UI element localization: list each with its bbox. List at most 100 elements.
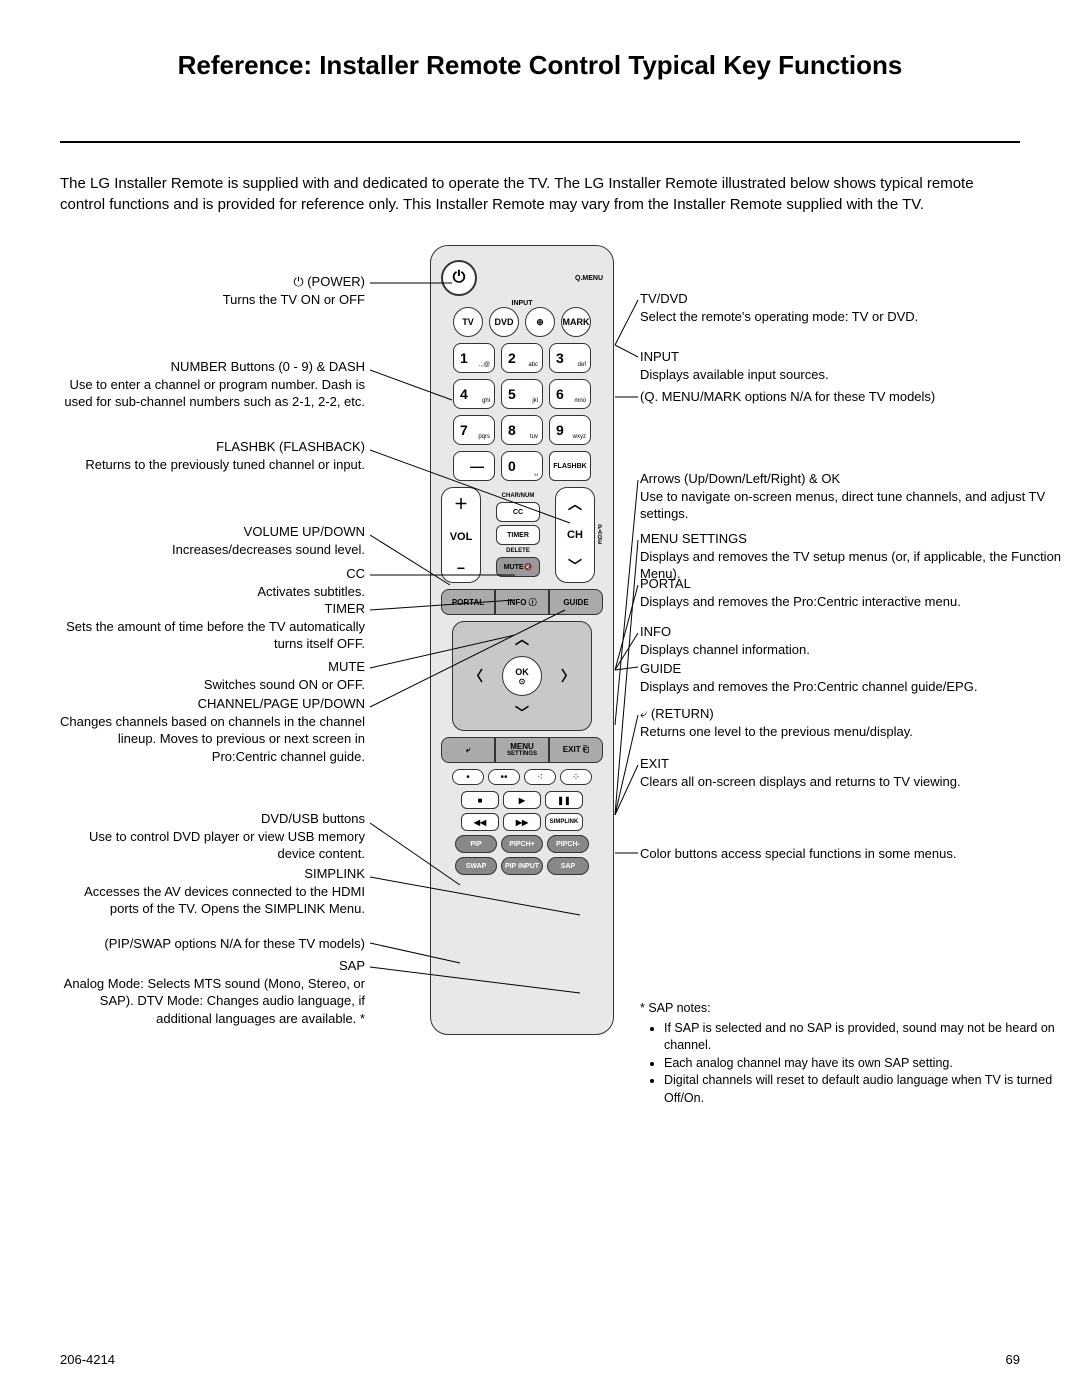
left-callout-9-body: Accesses the AV devices connected to the…	[60, 883, 365, 918]
ok-button[interactable]: OK⊙	[502, 656, 542, 696]
num-7[interactable]: 7pqrs	[453, 415, 495, 445]
mark-button[interactable]: MARK	[561, 307, 591, 337]
num-9[interactable]: 9wxyz	[549, 415, 591, 445]
left-callout-6-head: MUTE	[60, 658, 365, 676]
title-rule	[60, 141, 1020, 143]
sap-button[interactable]: SAP	[547, 857, 589, 875]
sap-note-0: If SAP is selected and no SAP is provide…	[664, 1020, 1080, 1055]
play-button[interactable]: ▶	[503, 791, 541, 809]
dash-button[interactable]: —	[453, 451, 495, 481]
exit-button[interactable]: EXIT ⎗	[549, 737, 603, 763]
remote-outline: ⏻ Q.MENU INPUT TV DVD ⊕ MARK 1.,;@2abc3d…	[430, 245, 614, 1035]
left-callout-9-head: SIMPLINK	[60, 865, 365, 883]
portal-button[interactable]: PORTAL	[441, 589, 495, 615]
right-callout-3-body: Use to navigate on-screen menus, direct …	[640, 488, 1080, 523]
stop-button[interactable]: ■	[461, 791, 499, 809]
power-icon: ⏻	[453, 269, 466, 287]
mute-button[interactable]: MUTE🔇	[496, 557, 540, 577]
right-callout-0-body: Select the remote's operating mode: TV o…	[640, 308, 1080, 326]
left-callout-6: MUTESwitches sound ON or OFF.	[60, 658, 365, 693]
right-callout-1-body: Displays available input sources.	[640, 366, 1080, 384]
simplink-button[interactable]: SIMPLINK	[545, 813, 583, 831]
ch-down-icon: ﹀	[568, 556, 582, 576]
left-callout-5-head: TIMER	[60, 600, 365, 618]
swap-button[interactable]: SWAP	[455, 857, 497, 875]
arrow-up-icon: ︿	[515, 629, 529, 649]
num-8[interactable]: 8tuv	[501, 415, 543, 445]
sap-note-2: Digital channels will reset to default a…	[664, 1072, 1080, 1107]
pipchplus-button[interactable]: PIPCH+	[501, 835, 543, 853]
left-callout-0-head: ⏻ (POWER)	[60, 273, 365, 291]
input-row-label: INPUT	[441, 300, 603, 307]
right-callout-8: ⤶ (RETURN)Returns one level to the previ…	[640, 705, 1080, 740]
power-button[interactable]: ⏻	[441, 260, 477, 296]
right-callout-9-body: Clears all on-screen displays and return…	[640, 773, 1080, 791]
yellow-button[interactable]: ⁖	[524, 769, 556, 785]
left-callout-7: CHANNEL/PAGE UP/DOWNChanges channels bas…	[60, 695, 365, 765]
input-button[interactable]: ⊕	[525, 307, 555, 337]
num-4[interactable]: 4ghi	[453, 379, 495, 409]
left-callout-3-body: Increases/decreases sound level.	[60, 541, 365, 559]
red-button[interactable]: •	[452, 769, 484, 785]
right-callout-9-head: EXIT	[640, 755, 1080, 773]
left-callout-10: (PIP/SWAP options N/A for these TV model…	[60, 935, 365, 953]
pipinput-button[interactable]: PIP INPUT	[501, 857, 543, 875]
charnum-label: CHAR/NUM	[502, 493, 535, 499]
dvd-button[interactable]: DVD	[489, 307, 519, 337]
volume-rocker[interactable]: ＋ VOL −	[441, 487, 481, 583]
return-button[interactable]: ⤶	[441, 737, 495, 763]
channel-rocker[interactable]: ︿ CH ﹀	[555, 487, 595, 583]
right-callout-9: EXITClears all on-screen displays and re…	[640, 755, 1080, 790]
right-callout-10-body: Color buttons access special functions i…	[640, 845, 1080, 863]
right-callout-7: GUIDEDisplays and removes the Pro:Centri…	[640, 660, 1080, 695]
left-callout-11: SAPAnalog Mode: Selects MTS sound (Mono,…	[60, 957, 365, 1027]
right-callout-3: Arrows (Up/Down/Left/Right) & OKUse to n…	[640, 470, 1080, 523]
num-1[interactable]: 1.,;@	[453, 343, 495, 373]
pipchminus-button[interactable]: PIPCH-	[547, 835, 589, 853]
left-callout-1: NUMBER Buttons (0 - 9) & DASHUse to ente…	[60, 358, 365, 411]
remote-diagram: ⏻ Q.MENU INPUT TV DVD ⊕ MARK 1.,;@2abc3d…	[60, 245, 1020, 1095]
left-callout-7-body: Changes channels based on channels in th…	[60, 713, 365, 766]
right-callout-0: TV/DVDSelect the remote's operating mode…	[640, 290, 1080, 325]
right-callout-5-body: Displays and removes the Pro:Centric int…	[640, 593, 1080, 611]
info-button[interactable]: INFO ⓘ	[495, 589, 549, 615]
left-callout-10-body: (PIP/SWAP options N/A for these TV model…	[60, 935, 365, 953]
right-callout-8-body: Returns one level to the previous menu/d…	[640, 723, 1080, 741]
timer-button[interactable]: TIMER	[496, 525, 540, 545]
blue-button[interactable]: ⁘	[560, 769, 592, 785]
num-6[interactable]: 6mno	[549, 379, 591, 409]
cc-button[interactable]: CC	[496, 502, 540, 522]
num-5[interactable]: 5jkl	[501, 379, 543, 409]
guide-button[interactable]: GUIDE	[549, 589, 603, 615]
vol-down-icon: −	[457, 560, 465, 576]
left-callout-2: FLASHBK (FLASHBACK)Returns to the previo…	[60, 438, 365, 473]
tv-button[interactable]: TV	[453, 307, 483, 337]
nav-pad[interactable]: ︿ 〈 OK⊙ 〉 ﹀	[452, 621, 592, 731]
sap-notes: * SAP notes: If SAP is selected and no S…	[640, 1000, 1080, 1107]
num-0[interactable]: 0␣	[501, 451, 543, 481]
page-label: PAGE	[597, 525, 603, 545]
rewind-button[interactable]: ◀◀	[461, 813, 499, 831]
right-callout-0-head: TV/DVD	[640, 290, 1080, 308]
left-callout-7-head: CHANNEL/PAGE UP/DOWN	[60, 695, 365, 713]
left-callout-8: DVD/USB buttonsUse to control DVD player…	[60, 810, 365, 863]
num-3[interactable]: 3def	[549, 343, 591, 373]
right-callout-7-body: Displays and removes the Pro:Centric cha…	[640, 678, 1080, 696]
sap-note-1: Each analog channel may have its own SAP…	[664, 1055, 1080, 1073]
num-2[interactable]: 2abc	[501, 343, 543, 373]
fastfwd-button[interactable]: ▶▶	[503, 813, 541, 831]
pause-button[interactable]: ❚❚	[545, 791, 583, 809]
green-button[interactable]: ••	[488, 769, 520, 785]
flashbk-button[interactable]: FLASHBK	[549, 451, 591, 481]
right-callout-1: INPUTDisplays available input sources.	[640, 348, 1080, 383]
right-callout-2: (Q. MENU/MARK options N/A for these TV m…	[640, 388, 1080, 406]
ch-label: CH	[567, 529, 583, 541]
right-callout-3-head: Arrows (Up/Down/Left/Right) & OK	[640, 470, 1080, 488]
left-callout-0: ⏻ (POWER)Turns the TV ON or OFF	[60, 273, 365, 308]
pip-button[interactable]: PIP	[455, 835, 497, 853]
arrow-right-icon: 〉	[561, 666, 575, 686]
left-callout-0-body: Turns the TV ON or OFF	[60, 291, 365, 309]
menu-button[interactable]: MENUSETTINGS	[495, 737, 549, 763]
left-callout-9: SIMPLINKAccesses the AV devices connecte…	[60, 865, 365, 918]
left-callout-3: VOLUME UP/DOWNIncreases/decreases sound …	[60, 523, 365, 558]
